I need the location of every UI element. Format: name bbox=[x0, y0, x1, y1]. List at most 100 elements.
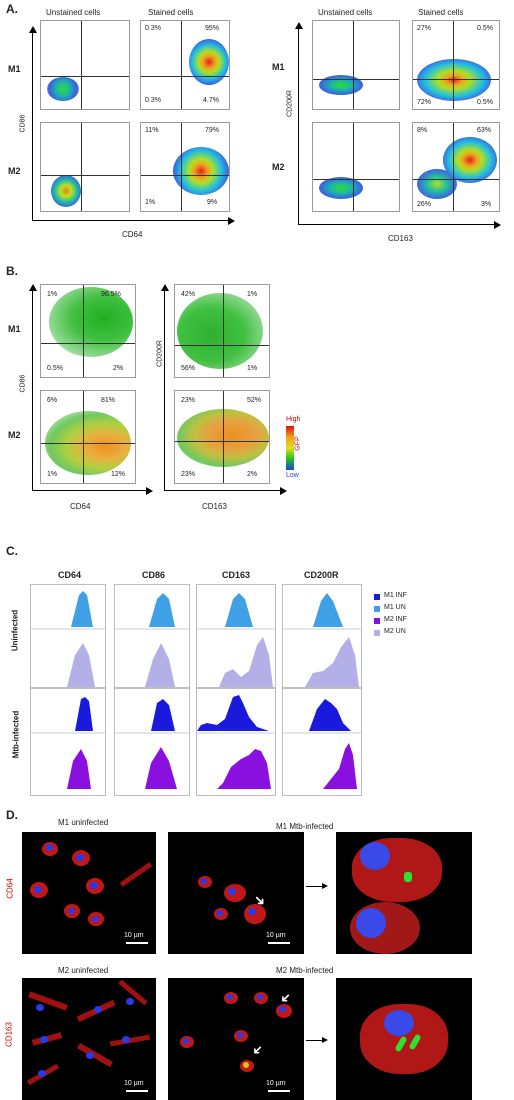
a-left-x-arrowhead bbox=[228, 217, 235, 225]
d-top-arrow-line bbox=[306, 886, 324, 887]
a-m1-unstained-cd86-cd64-plot bbox=[40, 20, 130, 110]
d-marker-cd64: CD64 bbox=[5, 878, 15, 899]
m2-inf-histogram bbox=[115, 747, 189, 789]
q-ll: 0.5% bbox=[47, 365, 63, 372]
scale-bar bbox=[126, 1090, 148, 1092]
population bbox=[177, 293, 263, 369]
q-ur: 96.5% bbox=[101, 291, 121, 298]
c-cd163-uninfected-box bbox=[196, 584, 276, 688]
m1-un-histogram bbox=[283, 593, 361, 627]
q-lr: 2% bbox=[247, 471, 258, 478]
q-ur: 52% bbox=[247, 397, 262, 404]
q-lr: 9% bbox=[207, 199, 218, 206]
c-col-cd200r: CD200R bbox=[304, 570, 339, 580]
scale-label: 10 µm bbox=[266, 932, 286, 939]
q-ul: 42% bbox=[181, 291, 196, 298]
a-right-x-axis-line bbox=[298, 224, 494, 225]
b-row-m2: M2 bbox=[8, 430, 21, 440]
a-left-row-m1: M1 bbox=[8, 64, 21, 74]
a-right-y-arrowhead bbox=[295, 22, 303, 29]
c-cd86-infected-box bbox=[114, 688, 190, 796]
a-right-stained-header: Stained cells bbox=[418, 8, 464, 17]
a-left-y-arrowhead bbox=[29, 26, 37, 33]
m2-inf-histogram bbox=[283, 743, 361, 789]
a-left-x-axis-line bbox=[32, 220, 228, 221]
a-m1-unstained-cd200r-cd163-plot bbox=[312, 20, 400, 110]
b-m1-cd200r-cd163-plot: 42% 1% 56% 1% bbox=[174, 284, 270, 378]
c-row-uninfected: Uninfected bbox=[10, 609, 20, 652]
c-col-cd64: CD64 bbox=[58, 570, 82, 580]
bacteria bbox=[404, 872, 412, 882]
m2-un-histogram bbox=[115, 643, 189, 687]
legend-swatch bbox=[374, 618, 380, 624]
q-ur: 81% bbox=[101, 397, 116, 404]
scale-bar bbox=[268, 942, 290, 944]
c-cd163-infected-box bbox=[196, 688, 276, 796]
q-ll: 72% bbox=[417, 99, 432, 106]
c-cd200r-uninfected-box bbox=[282, 584, 362, 688]
d-m1-infected-title: M1 Mtb-infected bbox=[276, 822, 334, 831]
c-cd64-infected-box bbox=[30, 688, 106, 796]
scale-label: 10 µm bbox=[124, 932, 144, 939]
q-ur: 95% bbox=[205, 25, 220, 32]
m1-inf-histogram bbox=[31, 697, 105, 731]
d-bottom-arrow-line bbox=[306, 1040, 324, 1041]
m1-un-histogram bbox=[31, 591, 105, 627]
population bbox=[173, 147, 229, 195]
q-ul: 1% bbox=[47, 291, 58, 298]
a-m2-unstained-cd200r-cd163-plot bbox=[312, 122, 400, 212]
a-m2-unstained-cd86-cd64-plot bbox=[40, 122, 130, 212]
panel-b-letter: B. bbox=[6, 264, 18, 278]
legend-label: M1 INF bbox=[384, 592, 407, 599]
d-m2-uninfected-title: M2 uninfected bbox=[58, 966, 109, 975]
b-right-x-axis-line bbox=[164, 490, 280, 491]
c-col-cd163: CD163 bbox=[222, 570, 251, 580]
legend-label: M1 UN bbox=[384, 604, 406, 611]
a-right-row-m1: M1 bbox=[272, 62, 285, 72]
q-lr: 3% bbox=[481, 201, 492, 208]
scale-label: 10 µm bbox=[124, 1080, 144, 1087]
d-m2-infected-title: M2 Mtb-infected bbox=[276, 966, 334, 975]
a-left-stained-header: Stained cells bbox=[148, 8, 194, 17]
population-high bbox=[443, 137, 497, 183]
q-ul: 27% bbox=[417, 25, 432, 32]
q-ll: 26% bbox=[417, 201, 432, 208]
q-ll: 23% bbox=[181, 471, 196, 478]
legend-swatch bbox=[374, 606, 380, 612]
scale-label: 10 µm bbox=[266, 1080, 286, 1087]
legend-label: M2 INF bbox=[384, 616, 407, 623]
population bbox=[47, 77, 79, 101]
c-row-infected: Mtb-infected bbox=[11, 710, 21, 759]
d-m2-uninfected-image: 10 µm bbox=[22, 978, 156, 1100]
population bbox=[319, 75, 363, 95]
q-ll: 0.3% bbox=[145, 97, 161, 104]
m1-inf-histogram bbox=[197, 695, 275, 731]
b-colorbar-label: GFP bbox=[294, 436, 302, 451]
a-m1-stained-cd86-cd64-plot: 0.3% 95% 0.3% 4.7% bbox=[140, 20, 230, 110]
b-right-yaxis-label: CD200R bbox=[156, 340, 164, 367]
b-m2-cd200r-cd163-plot: 23% 52% 23% 2% bbox=[174, 390, 270, 484]
c-cd200r-infected-box bbox=[282, 688, 362, 796]
d-m1-uninfected-title: M1 uninfected bbox=[58, 818, 109, 827]
m2-un-histogram bbox=[197, 637, 275, 687]
q-lr: 1% bbox=[247, 365, 258, 372]
a-right-row-m2: M2 bbox=[272, 162, 285, 172]
m1-inf-histogram bbox=[283, 699, 361, 731]
q-ll: 1% bbox=[47, 471, 58, 478]
a-m2-stained-cd200r-cd163-plot: 8% 63% 26% 3% bbox=[412, 122, 500, 212]
b-left-x-arrowhead bbox=[146, 487, 153, 495]
b-left-yaxis-label: CD86 bbox=[19, 374, 27, 393]
m1-un-histogram bbox=[197, 593, 275, 627]
population bbox=[319, 177, 363, 199]
d-m2-zoom-image bbox=[336, 978, 472, 1100]
a-left-y-axis-line bbox=[32, 32, 33, 220]
b-right-y-axis-line bbox=[164, 290, 165, 490]
population bbox=[51, 175, 81, 207]
d-top-arrowhead bbox=[322, 883, 328, 889]
b-m2-cd86-cd64-plot: 6% 81% 1% 12% bbox=[40, 390, 136, 484]
q-ur: 79% bbox=[205, 127, 220, 134]
m2-inf-histogram bbox=[197, 749, 275, 789]
c-col-cd86: CD86 bbox=[142, 570, 166, 580]
a-right-yaxis-label: CD200R bbox=[286, 90, 294, 117]
q-ul: 6% bbox=[47, 397, 58, 404]
